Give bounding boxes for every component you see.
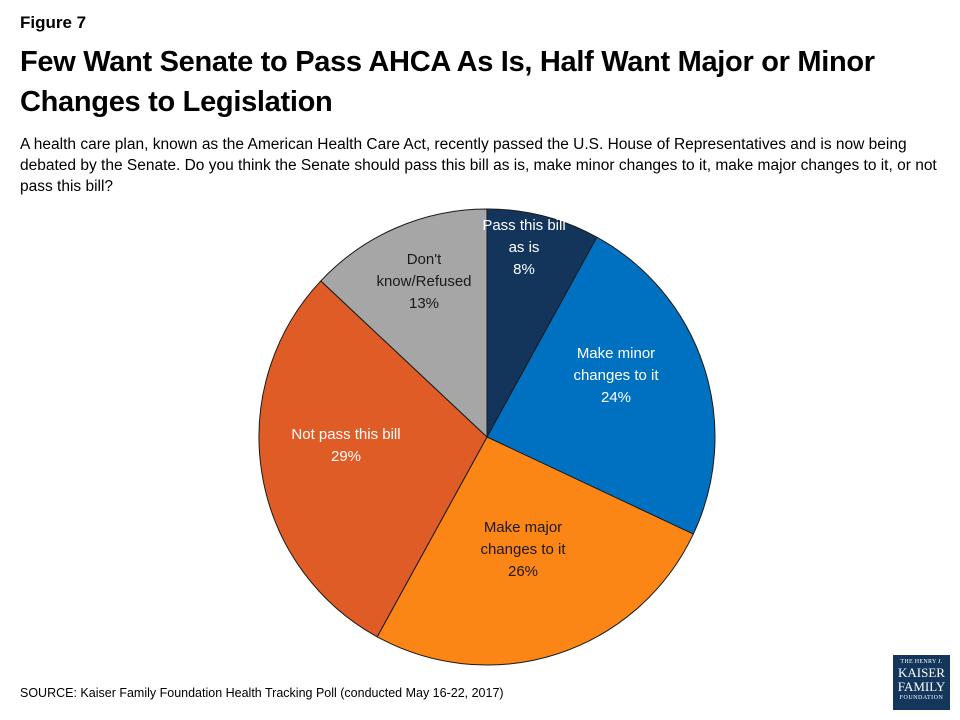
figure-label: Figure 7 xyxy=(20,13,87,32)
pie-category-label: know/Refused xyxy=(376,273,471,290)
pie-value-label: 8% xyxy=(513,261,535,278)
pie-slice-2 xyxy=(486,236,716,535)
pie-value-label: 13% xyxy=(409,295,439,312)
pie-slice-5 xyxy=(320,208,488,439)
logo-line-4: FOUNDATION xyxy=(899,695,944,701)
pie-labels: Pass this bill as is 8% Make minor changes t… xyxy=(291,217,659,580)
pie-slice-1 xyxy=(486,208,598,438)
pie-label-3: Make major changes to it 26% xyxy=(480,519,566,580)
chart-title: Few Want Senate to Pass AHCA As Is, Half… xyxy=(20,46,875,118)
pie-value-label: 26% xyxy=(508,563,538,580)
logo-line-1: THE HENRY J. xyxy=(900,659,943,665)
pie-category-label: Not pass this bill xyxy=(291,426,400,443)
pie-category-label: Don't xyxy=(407,251,442,268)
pie-label-1: Pass this bill as is 8% xyxy=(482,217,565,278)
pie-category-label: Make minor xyxy=(577,345,655,362)
pie-slice-4 xyxy=(258,280,488,638)
pie-category-label: as is xyxy=(509,239,540,256)
pie-category-label: changes to it xyxy=(573,367,659,384)
pie-slices xyxy=(258,208,716,666)
kff-logo: THE HENRY J. KAISER FAMILY FOUNDATION xyxy=(893,655,950,710)
logo-line-3: FAMILY xyxy=(897,679,946,694)
pie-label-4: Not pass this bill 29% xyxy=(291,426,400,465)
logo-line-2: KAISER xyxy=(898,665,945,680)
source-note: SOURCE: Kaiser Family Foundation Health … xyxy=(20,686,504,700)
pie-category-label: Make major xyxy=(484,519,562,536)
chart-subtitle: A health care plan, known as the America… xyxy=(20,136,937,195)
pie-label-2: Make minor changes to it 24% xyxy=(573,345,659,406)
pie-value-label: 24% xyxy=(601,389,631,406)
pie-category-label: changes to it xyxy=(480,541,566,558)
pie-value-label: 29% xyxy=(331,448,361,465)
pie-label-5: Don't know/Refused 13% xyxy=(376,251,471,312)
pie-category-label: Pass this bill xyxy=(482,217,565,234)
